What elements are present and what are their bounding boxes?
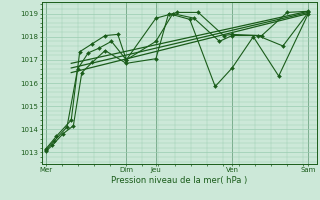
X-axis label: Pression niveau de la mer( hPa ): Pression niveau de la mer( hPa ) bbox=[111, 176, 247, 185]
